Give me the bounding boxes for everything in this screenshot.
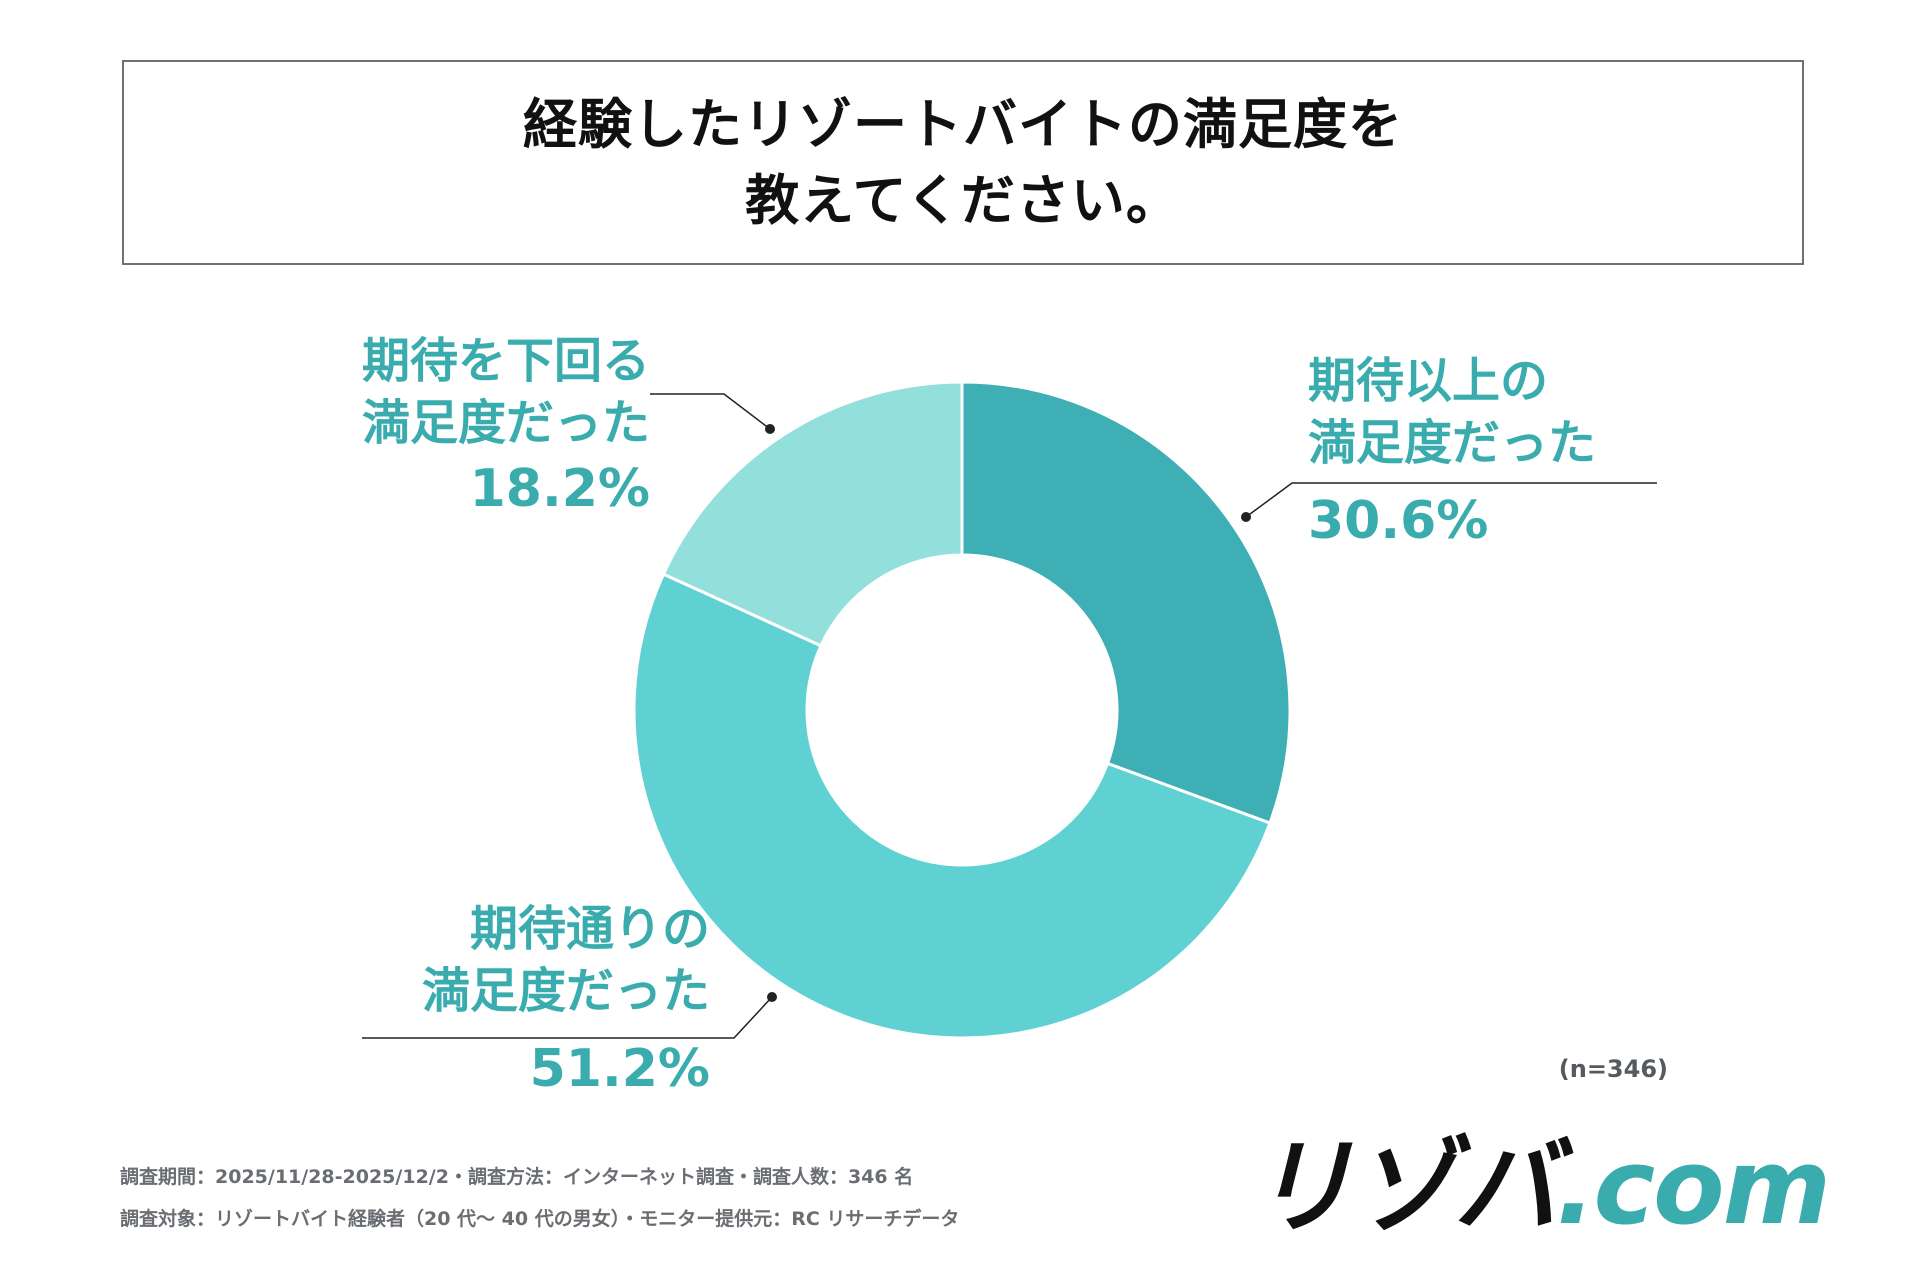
logo: リゾバ.com: [1250, 1132, 1829, 1242]
slice-above: [962, 382, 1290, 823]
slice-value-as-expected: 51.2%: [330, 1034, 710, 1104]
slice-label-below-line-1: 期待を下回る: [250, 330, 650, 392]
leader-line-below: [650, 394, 770, 429]
slice-label-above: 期待以上の 満足度だった 30.6%: [1308, 350, 1596, 556]
slice-label-below: 期待を下回る 満足度だった 18.2%: [250, 330, 650, 524]
slice-value-below: 18.2%: [250, 454, 650, 524]
leader-dot-below: [765, 424, 775, 434]
footer-survey-info: 調査期間：2025/11/28-2025/12/2・調査方法：インターネット調査…: [120, 1162, 913, 1189]
slice-label-above-line-2: 満足度だった: [1308, 412, 1596, 474]
leader-dot-as-expected: [767, 992, 777, 1002]
slice-label-above-line-1: 期待以上の: [1308, 350, 1596, 412]
slice-value-above: 30.6%: [1308, 486, 1596, 556]
logo-main: リゾバ: [1250, 1126, 1556, 1248]
slice-label-as-expected: 期待通りの 満足度だった 51.2%: [330, 898, 710, 1104]
logo-domain: .com: [1556, 1126, 1829, 1248]
leader-dot-above: [1241, 512, 1251, 522]
slice-label-as-expected-line-2: 満足度だった: [330, 960, 710, 1022]
slice-label-below-line-2: 満足度だった: [250, 392, 650, 454]
slice-label-as-expected-line-1: 期待通りの: [330, 898, 710, 960]
sample-size: (n=346): [1559, 1055, 1668, 1083]
footer-survey-target: 調査対象：リゾートバイト経験者（20 代～ 40 代の男女）・モニター提供元：R…: [120, 1204, 959, 1231]
